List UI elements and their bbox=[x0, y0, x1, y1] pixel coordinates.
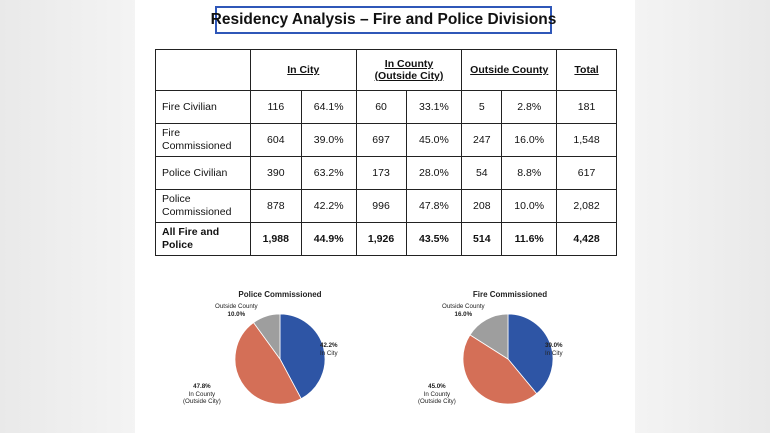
cell-in-city: 1,988 bbox=[249, 222, 302, 256]
cell-in-county: 996 bbox=[355, 189, 407, 223]
header-total: Total bbox=[556, 49, 617, 91]
cell-in-city: 604 bbox=[249, 123, 302, 157]
row-label: Fire Commissioned bbox=[155, 123, 251, 157]
cell-in-city-pct: 42.2% bbox=[300, 189, 357, 223]
label-in-county: 47.8% In County (Outside City) bbox=[183, 383, 221, 406]
cell-outside-county-pct: 2.8% bbox=[501, 90, 558, 124]
label-outside-county-name: Outside County bbox=[215, 303, 258, 310]
page-title: Residency Analysis – Fire and Police Div… bbox=[211, 6, 556, 34]
cell-in-city-pct: 39.0% bbox=[300, 123, 357, 157]
table-row: All Fire and Police 1,988 44.9% 1,926 43.5% 5… bbox=[155, 222, 617, 256]
background-left bbox=[0, 0, 140, 433]
cell-in-city: 116 bbox=[249, 90, 302, 124]
chart-title: Police Commissioned bbox=[238, 290, 322, 299]
label-in-county-name: In County bbox=[188, 390, 216, 398]
table-row: Police Civilian 390 63.2% 173 28.0% 54 8.8% 617 bbox=[155, 156, 617, 190]
cell-outside-county: 5 bbox=[461, 90, 503, 124]
row-label: Police Commissioned bbox=[155, 189, 251, 223]
header-in-county: In County (Outside City) bbox=[355, 49, 463, 91]
cell-in-city: 390 bbox=[249, 156, 302, 190]
cell-outside-county: 54 bbox=[461, 156, 503, 190]
cell-outside-county: 514 bbox=[461, 222, 503, 256]
label-outside-county: Outside County 16.0% bbox=[442, 303, 485, 318]
label-in-city-value: 39.0% bbox=[545, 342, 563, 349]
cell-in-city-pct: 63.2% bbox=[300, 156, 357, 190]
cell-in-city-pct: 44.9% bbox=[300, 222, 357, 256]
chart-police-commissioned: Police Commissioned Outside County 10.0%… bbox=[160, 288, 400, 413]
cell-in-county: 60 bbox=[355, 90, 407, 124]
label-in-county-value: 47.8% bbox=[193, 383, 211, 390]
cell-in-city: 878 bbox=[249, 189, 302, 223]
pie-slice-in-city bbox=[507, 313, 554, 395]
row-label: Fire Civilian bbox=[155, 90, 251, 124]
label-in-city-name: In City bbox=[320, 349, 338, 357]
cell-total: 4,428 bbox=[556, 222, 617, 256]
label-in-city-value: 42.2% bbox=[320, 342, 338, 349]
header-in-city: In City bbox=[249, 49, 357, 91]
label-in-county-value: 45.0% bbox=[428, 383, 446, 390]
cell-in-county: 173 bbox=[355, 156, 407, 190]
row-label: All Fire and Police bbox=[155, 222, 251, 256]
cell-total: 181 bbox=[556, 90, 617, 124]
cell-total: 2,082 bbox=[556, 189, 617, 223]
pie-slice-outside-county bbox=[469, 313, 509, 360]
table-row: Fire Commissioned 604 39.0% 697 45.0% 247 16.0… bbox=[155, 123, 617, 157]
chart-title: Fire Commissioned bbox=[472, 290, 548, 299]
label-in-city: 42.2% In City bbox=[320, 342, 338, 357]
cell-in-county-pct: 45.0% bbox=[405, 123, 463, 157]
pie-slice-in-county-outside-city bbox=[234, 322, 302, 405]
cell-in-county-pct: 47.8% bbox=[405, 189, 463, 223]
background-right bbox=[630, 0, 770, 433]
header-blank bbox=[155, 49, 251, 91]
label-outside-county-name: Outside County bbox=[442, 303, 485, 310]
chart-fire-commissioned: Fire Commissioned Outside County 16.0% 3… bbox=[390, 288, 630, 413]
cell-outside-county-pct: 16.0% bbox=[501, 123, 558, 157]
label-in-city-name: In City bbox=[545, 349, 563, 357]
label-in-city: 39.0% In City bbox=[545, 342, 563, 357]
header-outside-county: Outside County bbox=[461, 49, 558, 91]
cell-in-city-pct: 64.1% bbox=[300, 90, 357, 124]
row-label: Police Civilian bbox=[155, 156, 251, 190]
cell-outside-county-pct: 8.8% bbox=[501, 156, 558, 190]
residency-table: In City In County (Outside City) Outside… bbox=[155, 49, 617, 256]
pie-slice-outside-county bbox=[252, 313, 281, 361]
pie-chart bbox=[462, 313, 554, 405]
cell-outside-county-pct: 11.6% bbox=[501, 222, 558, 256]
label-outside-county: Outside County 10.0% bbox=[215, 303, 258, 318]
cell-total: 617 bbox=[556, 156, 617, 190]
pie-chart bbox=[234, 313, 326, 405]
cell-outside-county: 247 bbox=[461, 123, 503, 157]
label-in-county-name: In County bbox=[423, 390, 451, 398]
cell-total: 1,548 bbox=[556, 123, 617, 157]
pie-slice-in-city bbox=[279, 313, 326, 400]
table-row: Police Commissioned 878 42.2% 996 47.8% 208 10… bbox=[155, 189, 617, 223]
header-in-county-label: In County (Outside City) bbox=[374, 58, 444, 82]
label-outside-county-value: 10.0% bbox=[227, 310, 246, 318]
label-in-county-sub: (Outside City) bbox=[183, 398, 221, 405]
cell-in-county: 697 bbox=[355, 123, 407, 157]
label-in-county-sub: (Outside City) bbox=[418, 398, 456, 405]
label-in-county: 45.0% In County (Outside City) bbox=[418, 383, 456, 406]
cell-outside-county-pct: 10.0% bbox=[501, 189, 558, 223]
table-header-row: In City In County (Outside City) Outside… bbox=[155, 49, 617, 91]
cell-outside-county: 208 bbox=[461, 189, 503, 223]
cell-in-county-pct: 33.1% bbox=[405, 90, 463, 124]
table-row: Fire Civilian 116 64.1% 60 33.1% 5 2.8% 181 bbox=[155, 90, 617, 124]
label-outside-county-value: 16.0% bbox=[454, 310, 473, 318]
cell-in-county-pct: 28.0% bbox=[405, 156, 463, 190]
cell-in-county: 1,926 bbox=[355, 222, 407, 256]
pie-slice-in-county-outside-city bbox=[462, 334, 538, 405]
cell-in-county-pct: 43.5% bbox=[405, 222, 463, 256]
